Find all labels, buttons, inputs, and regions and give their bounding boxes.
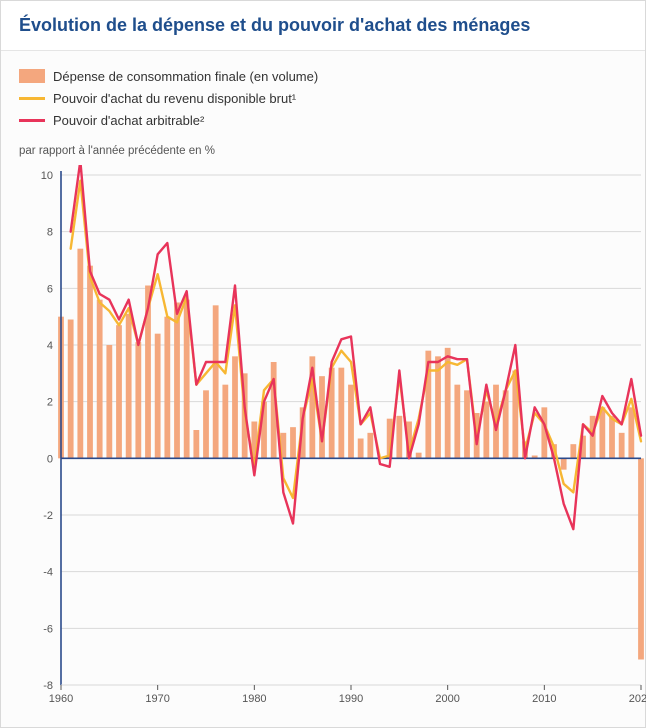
svg-text:0: 0 [47,453,53,465]
line-swatch-icon [19,97,45,100]
svg-text:1970: 1970 [145,693,169,705]
bar-swatch-icon [19,69,45,83]
chart-body: Dépense de consommation finale (en volum… [1,51,645,727]
svg-text:6: 6 [47,283,53,295]
chart-card: Évolution de la dépense et du pouvoir d'… [0,0,646,728]
svg-text:8: 8 [47,227,53,239]
chart-subtitle: par rapport à l'année précédente en % [19,145,627,157]
legend-label: Pouvoir d'achat du revenu disponible bru… [53,91,296,106]
svg-text:2010: 2010 [532,693,556,705]
svg-text:-6: -6 [43,623,53,635]
svg-text:-4: -4 [43,567,53,579]
svg-text:10: 10 [41,170,53,182]
svg-text:2020: 2020 [629,693,646,705]
title-bar: Évolution de la dépense et du pouvoir d'… [1,1,645,51]
svg-text:1960: 1960 [49,693,73,705]
legend: Dépense de consommation finale (en volum… [19,65,627,131]
svg-text:-8: -8 [43,680,53,692]
legend-label: Dépense de consommation finale (en volum… [53,69,318,84]
legend-item-line2: Pouvoir d'achat arbitrable² [19,109,627,131]
chart-plot: -8 -6 -4 -2 0 2 4 6 8 10 1960 1970 1980 1990 2000 2010 2… [19,165,646,709]
legend-item-line1: Pouvoir d'achat du revenu disponible bru… [19,87,627,109]
svg-text:-2: -2 [43,510,53,522]
svg-text:1980: 1980 [242,693,266,705]
chart-title: Évolution de la dépense et du pouvoir d'… [19,15,627,36]
legend-item-bar: Dépense de consommation finale (en volum… [19,65,627,87]
legend-label: Pouvoir d'achat arbitrable² [53,113,204,128]
svg-text:2: 2 [47,397,53,409]
svg-text:4: 4 [47,340,53,352]
line-swatch-icon [19,119,45,122]
svg-text:2000: 2000 [435,693,459,705]
svg-text:1990: 1990 [339,693,363,705]
